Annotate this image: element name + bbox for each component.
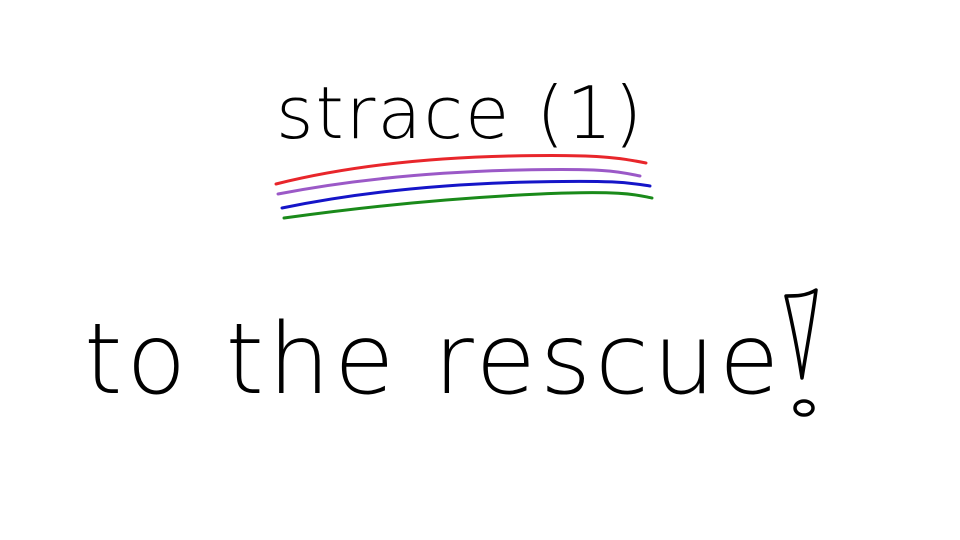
exclamation-mark: [784, 288, 818, 417]
slide-headline: to the rescue: [84, 303, 784, 417]
underline-blue: [280, 179, 652, 210]
exclamation-stroke: [784, 288, 818, 380]
exclamation-dot: [793, 399, 815, 417]
title-underlines: [274, 153, 654, 220]
underline-red: [274, 153, 648, 186]
underline-green: [282, 191, 654, 220]
underline-purple: [276, 167, 642, 196]
slide-title: strace (1): [276, 71, 645, 155]
